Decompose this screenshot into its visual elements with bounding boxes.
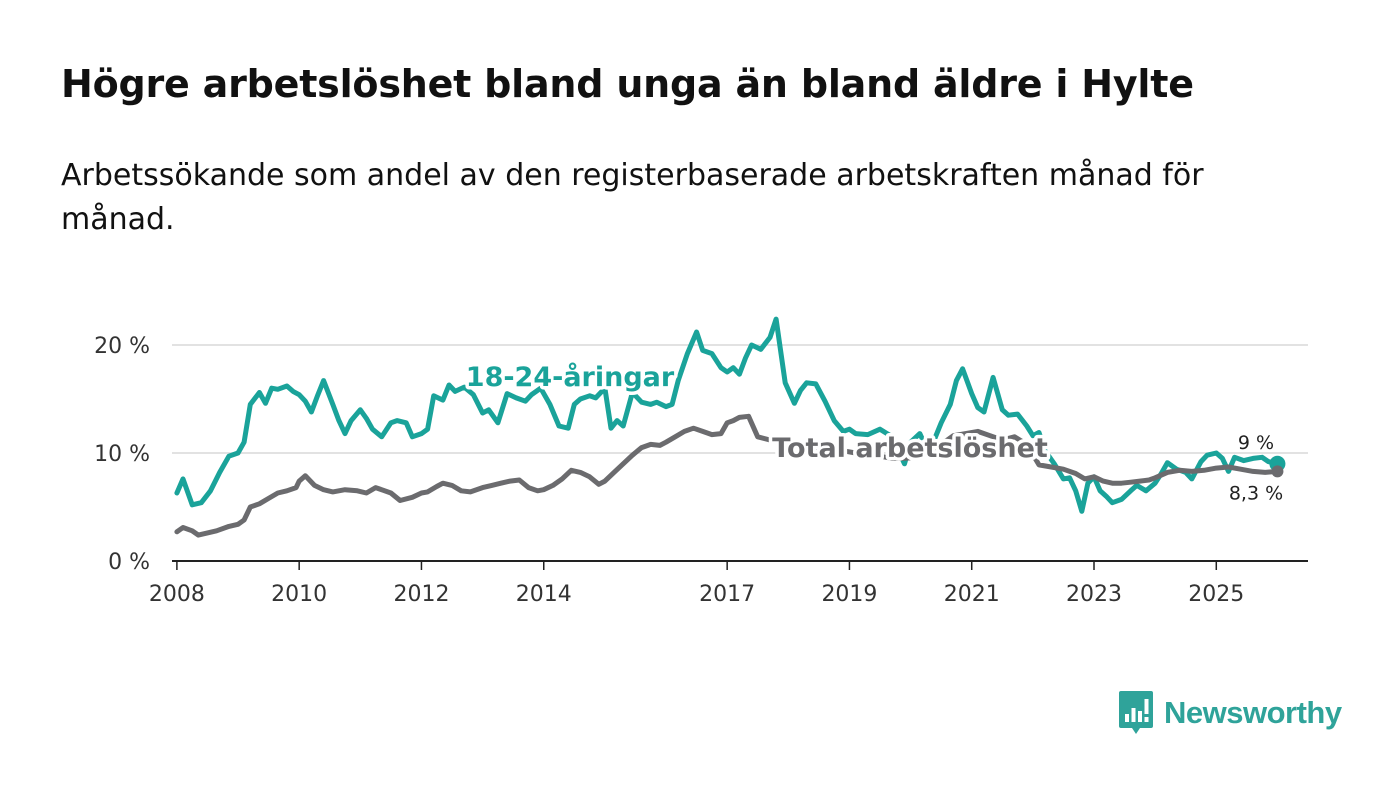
chart-title: Högre arbetslöshet bland unga än bland ä… (61, 62, 1194, 106)
x-tick-label: 2021 (944, 582, 1000, 607)
end-label-youth: 9 % (1238, 432, 1274, 454)
end-labels: 9 % 8,3 % (1229, 432, 1283, 505)
x-tick-label: 2025 (1188, 582, 1244, 607)
x-tick-label: 2012 (393, 582, 449, 607)
newsworthy-logo-icon (1119, 691, 1153, 734)
end-label-total: 8,3 % (1229, 482, 1283, 504)
end-point-total (1271, 465, 1284, 478)
y-tick-label: 0 % (108, 550, 150, 575)
series-labels: 18-24-åringar Total arbetslöshet (462, 358, 1051, 468)
chart-subtitle: Arbetssökande som andel av den registerb… (61, 158, 1204, 237)
x-tick-label: 2010 (271, 582, 327, 607)
newsworthy-logo-text: Newsworthy (1164, 695, 1342, 730)
x-tick-label: 2017 (699, 582, 755, 607)
series-line-total (174, 413, 1280, 538)
gridlines (172, 344, 1308, 454)
x-tick-label: 2014 (516, 582, 572, 607)
series-label-total: Total arbetslöshet (772, 433, 1048, 464)
y-tick-label: 10 % (94, 442, 150, 467)
x-tick-label: 2023 (1066, 582, 1122, 607)
series-label-youth: 18-24-åringar (466, 361, 675, 393)
series-line-youth (174, 316, 1280, 514)
y-tick-label: 20 % (94, 334, 150, 359)
x-tick-label: 2019 (821, 582, 877, 607)
newsworthy-logo: Newsworthy (1118, 690, 1342, 736)
axes: 0 % 10 % 20 % 2008 2010 2012 2014 2017 2019 2021 2… (94, 334, 1308, 607)
x-tick-label: 2008 (149, 582, 205, 607)
series-lines (174, 316, 1286, 538)
